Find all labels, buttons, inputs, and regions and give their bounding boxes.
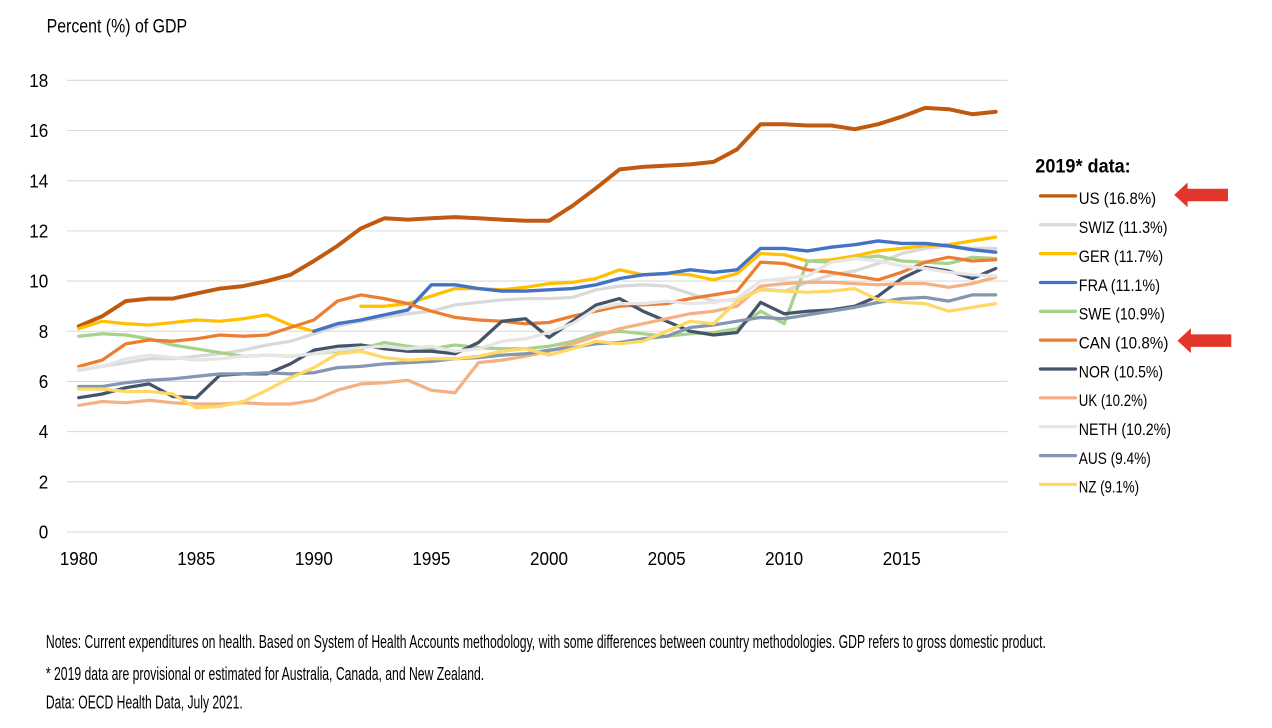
svg-text:2005: 2005 — [648, 548, 686, 569]
svg-text:Percent (%) of GDP: Percent (%) of GDP — [47, 16, 188, 38]
svg-text:2015: 2015 — [883, 548, 921, 569]
svg-text:1990: 1990 — [295, 548, 333, 569]
svg-text:2: 2 — [39, 471, 49, 492]
svg-text:SWIZ (11.3%): SWIZ (11.3%) — [1079, 219, 1168, 237]
svg-text:NOR (10.5%): NOR (10.5%) — [1079, 363, 1163, 381]
svg-text:* 2019 data are provisional or: * 2019 data are provisional or estimated… — [46, 663, 484, 684]
svg-text:18: 18 — [29, 70, 48, 91]
svg-text:UK (10.2%): UK (10.2%) — [1079, 392, 1148, 410]
svg-text:8: 8 — [39, 321, 49, 342]
svg-text:SWE (10.9%): SWE (10.9%) — [1079, 306, 1165, 324]
svg-text:1995: 1995 — [412, 548, 450, 569]
svg-text:16: 16 — [29, 120, 48, 141]
svg-text:12: 12 — [29, 221, 48, 242]
svg-text:2000: 2000 — [530, 548, 568, 569]
svg-text:2010: 2010 — [765, 548, 803, 569]
svg-text:GER (11.7%): GER (11.7%) — [1079, 248, 1163, 266]
svg-text:Data: OECD Health Data, July 2: Data: OECD Health Data, July 2021. — [46, 692, 243, 713]
svg-text:14: 14 — [29, 170, 48, 191]
svg-text:4: 4 — [39, 421, 49, 442]
svg-text:NZ (9.1%): NZ (9.1%) — [1079, 479, 1139, 497]
svg-text:AUS (9.4%): AUS (9.4%) — [1079, 450, 1151, 468]
svg-text:10: 10 — [29, 271, 48, 292]
svg-text:2019* data:: 2019* data: — [1035, 157, 1130, 178]
svg-text:FRA (11.1%): FRA (11.1%) — [1079, 277, 1160, 295]
svg-text:CAN (10.8%): CAN (10.8%) — [1079, 334, 1169, 352]
svg-text:6: 6 — [39, 371, 49, 392]
svg-text:US (16.8%): US (16.8%) — [1079, 190, 1156, 208]
svg-text:1980: 1980 — [60, 548, 98, 569]
svg-text:0: 0 — [39, 522, 49, 543]
svg-text:Notes: Current expenditures on: Notes: Current expenditures on health. B… — [46, 631, 1046, 652]
svg-text:NETH (10.2%): NETH (10.2%) — [1079, 421, 1171, 439]
svg-text:1985: 1985 — [177, 548, 215, 569]
